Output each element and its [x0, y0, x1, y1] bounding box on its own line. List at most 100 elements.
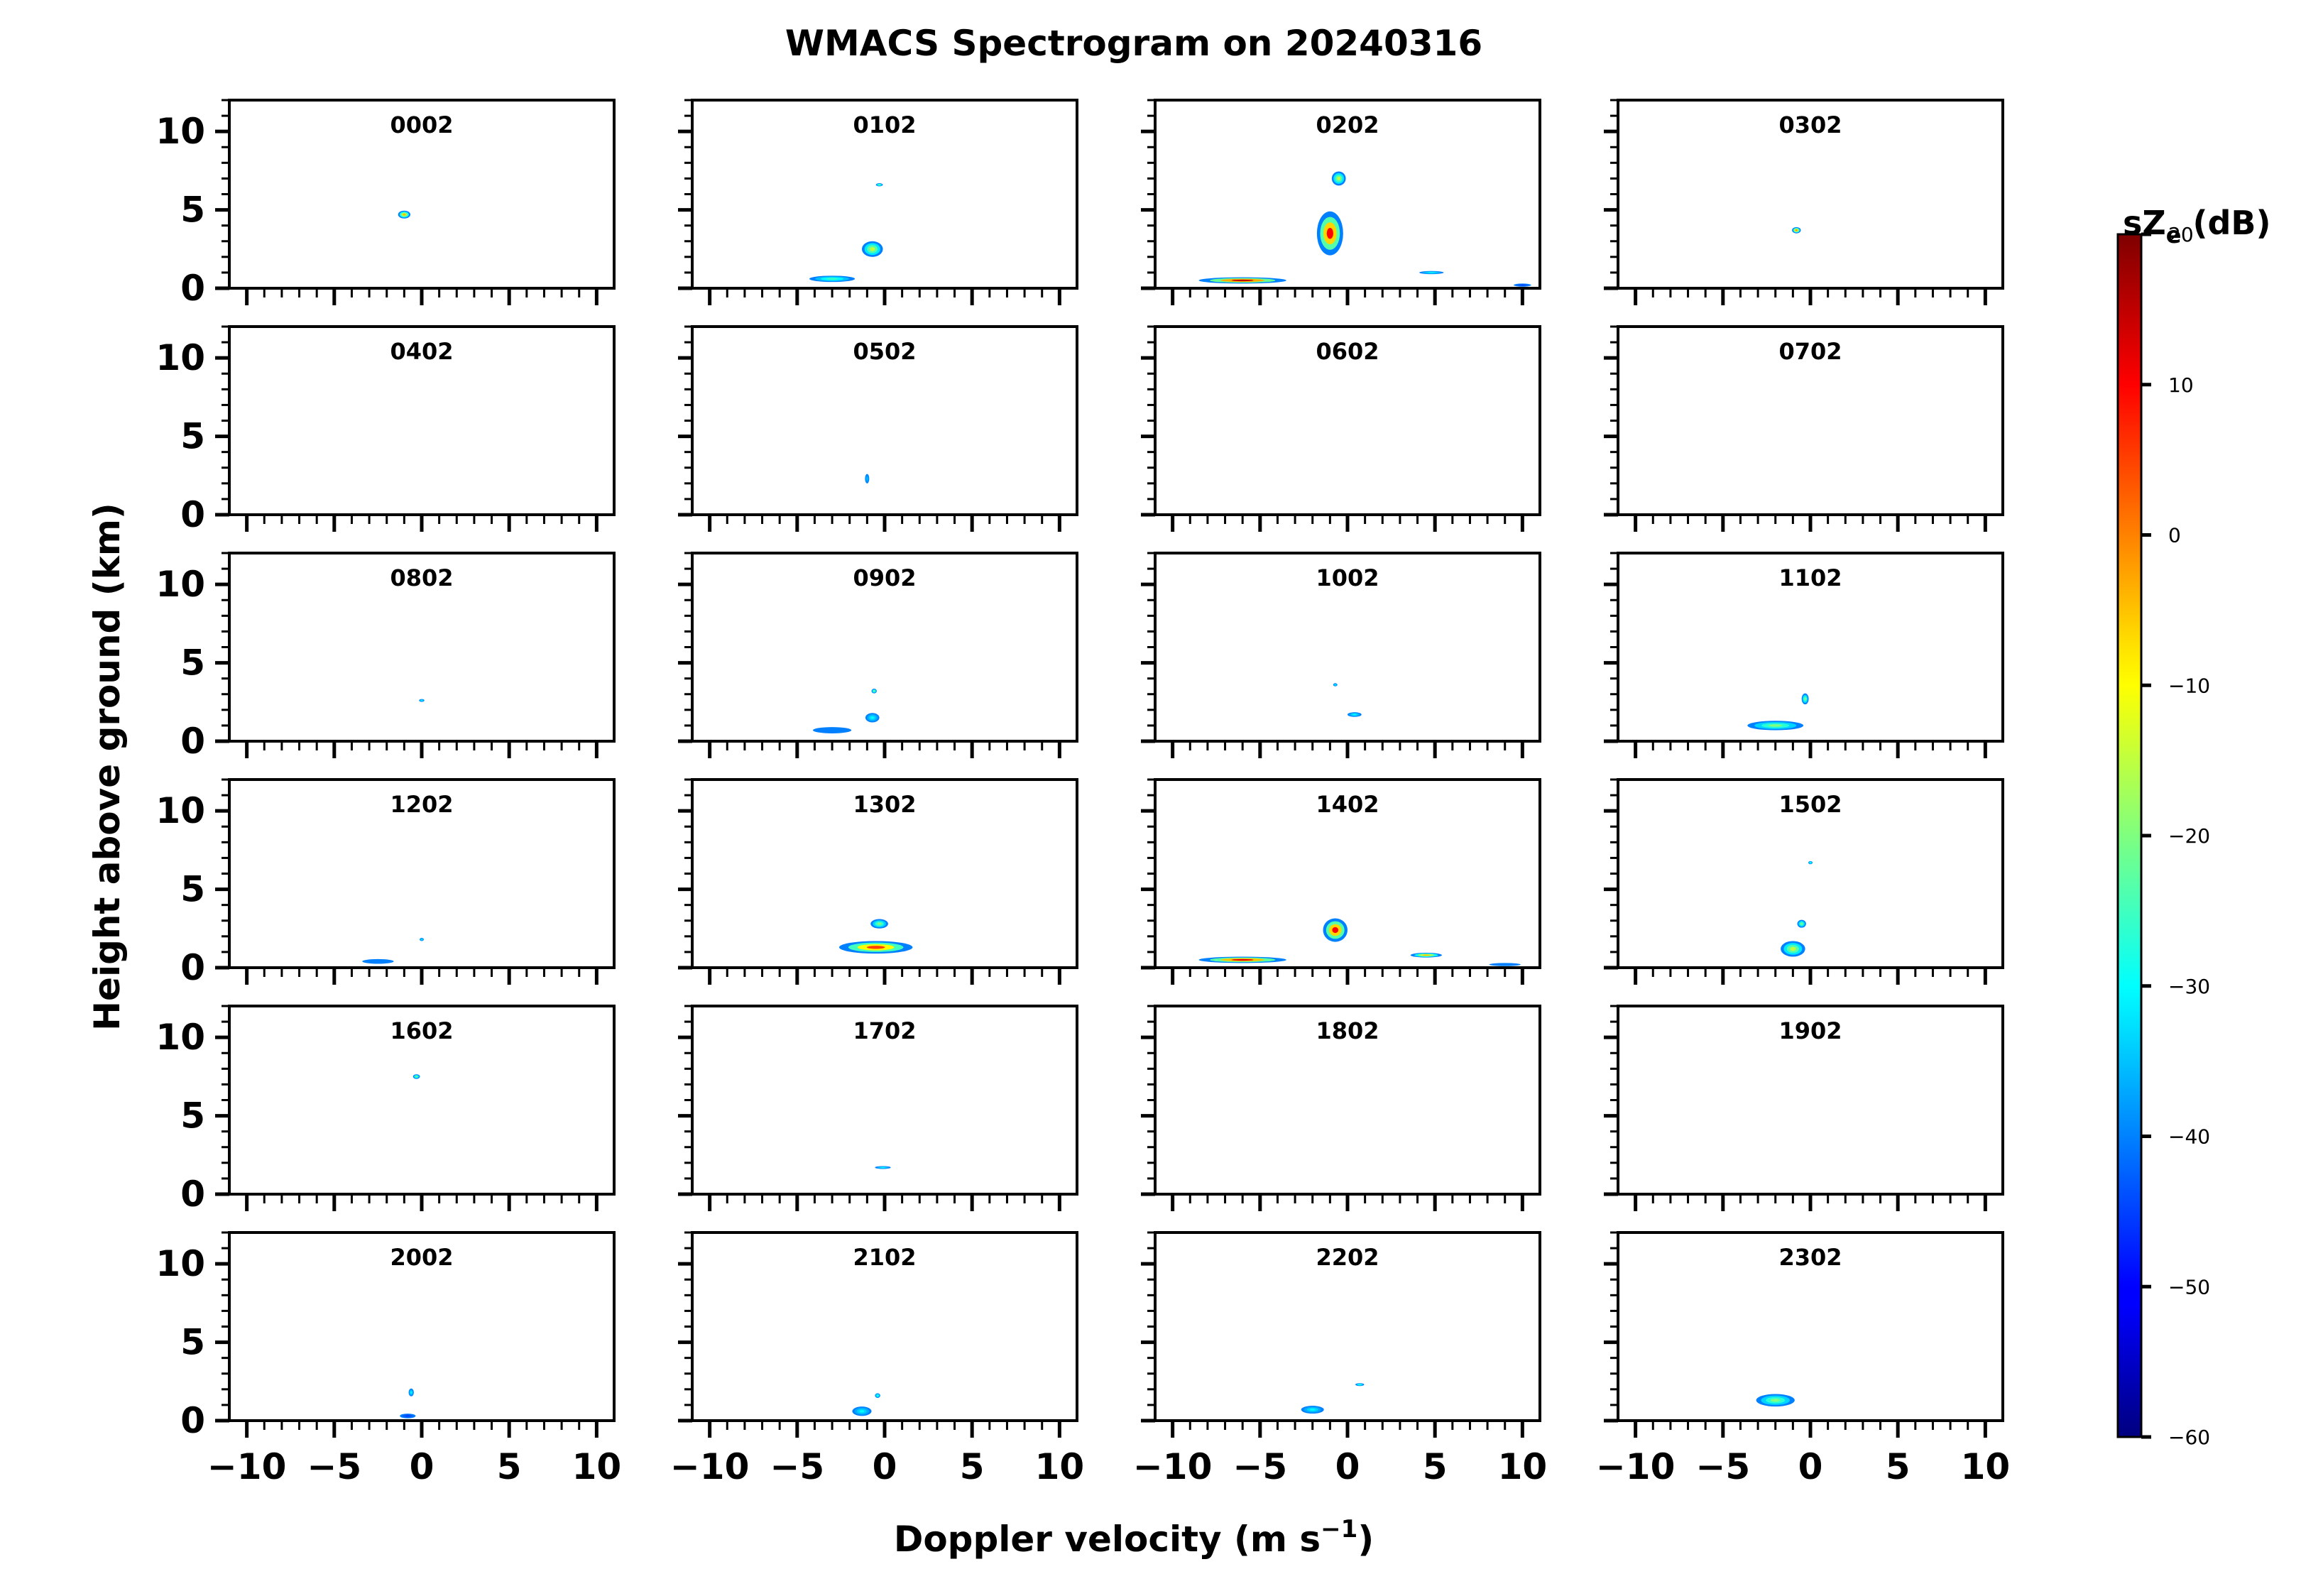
panel-1602: 1602 0 5 10 [155, 1005, 616, 1215]
echo-feature [1352, 714, 1357, 716]
y-tick-label: 5 [180, 190, 205, 231]
panel-time-label: 0202 [1316, 111, 1379, 138]
echo-feature [1810, 862, 1811, 863]
x-axis-label: Doppler velocity (m s−1) [894, 1515, 1374, 1560]
panel-1702: 1702 [678, 1005, 1078, 1211]
echo-feature [866, 946, 885, 949]
echo-feature [1422, 954, 1431, 956]
y-axis-label: Height above ground (km) [87, 503, 128, 1031]
panel-2302: 2302 −10 −5 0 5 10 [1596, 1231, 2010, 1487]
panel-time-label: 0402 [390, 338, 453, 365]
colorbar-tick-label: −50 [2168, 1275, 2210, 1299]
panel-2302-echoes [1756, 1394, 1795, 1407]
panel-time-label: 1702 [853, 1017, 916, 1044]
colorbar-tick-label: −20 [2168, 824, 2210, 848]
panel-time-label: 1602 [390, 1017, 453, 1044]
panel-0702: 0702 [1604, 325, 2004, 532]
echo-feature [1800, 922, 1803, 925]
colorbar-ticks: 20 10 0 −10 −20 −30 −40 −50 −60 [2141, 223, 2210, 1449]
panel-time-label: 2002 [390, 1244, 453, 1271]
colorbar-tick-label: 20 [2168, 223, 2194, 246]
panel-2102: 2102 −10 −5 0 5 10 [670, 1231, 1085, 1487]
echo-feature [826, 278, 838, 280]
colorbar-tick-label: 0 [2168, 524, 2181, 547]
echo-feature [373, 961, 382, 962]
panel-time-label: 1402 [1316, 791, 1379, 818]
echo-feature [1770, 1399, 1781, 1402]
y-tick-label: 0 [180, 494, 205, 535]
x-tick-label: −5 [770, 1446, 824, 1487]
echo-feature [421, 700, 422, 701]
panel-2202-echoes [1301, 1383, 1365, 1414]
panel-1402-echoes [1198, 918, 1521, 966]
colorbar: 20 10 0 −10 −20 −30 −40 −50 −60 sZe (dB) [2116, 204, 2271, 1449]
x-tick-label: −5 [1233, 1446, 1287, 1487]
panel-0302: 0302 [1604, 99, 2004, 305]
colorbar-label-unit: (dB) [2181, 204, 2270, 242]
panel-time-label: 0602 [1316, 338, 1379, 365]
panel-0102: 0102 [678, 99, 1078, 305]
panel-0002: 0002 0 5 10 [155, 99, 616, 309]
x-tick-label: 0 [1798, 1446, 1823, 1487]
panel-0202-echoes [1198, 171, 1531, 287]
echo-feature [1501, 964, 1509, 966]
x-tick-label: −10 [1596, 1446, 1675, 1487]
panel-2002: 2002 0 5 10 −10 −5 0 5 10 [155, 1231, 621, 1487]
y-tick-label: 10 [155, 790, 205, 831]
y-tick-label: 5 [180, 1322, 205, 1363]
echo-feature [1309, 1409, 1316, 1411]
panel-time-label: 1102 [1778, 564, 1842, 591]
colorbar-gradient [2116, 233, 2143, 1438]
echo-feature [421, 939, 422, 940]
panel-time-label: 2102 [853, 1244, 916, 1271]
panel-time-label: 1902 [1778, 1017, 1842, 1044]
x-tick-label: −5 [1695, 1446, 1750, 1487]
panel-1102: 1102 [1604, 552, 2004, 758]
echo-feature [1332, 927, 1339, 934]
echo-feature [1795, 229, 1798, 231]
panel-time-label: 0002 [390, 111, 453, 138]
echo-feature [1231, 279, 1254, 282]
colorbar-tick-label: −30 [2168, 975, 2210, 998]
panel-0802-echoes [419, 699, 425, 702]
echo-feature [859, 1410, 865, 1413]
x-tick-label: 10 [1035, 1446, 1085, 1487]
panel-time-label: 1502 [1778, 791, 1842, 818]
x-tick-label: 5 [960, 1446, 985, 1487]
x-tick-label: 5 [497, 1446, 522, 1487]
echo-feature [880, 1166, 885, 1168]
echo-feature [1428, 272, 1435, 273]
colorbar-tick-label: −40 [2168, 1125, 2210, 1149]
panel-2102-echoes [852, 1393, 880, 1416]
echo-feature [870, 247, 875, 251]
y-tick-label: 5 [180, 1095, 205, 1137]
echo-feature [405, 1415, 410, 1417]
x-tick-label: 0 [410, 1446, 434, 1487]
panel-time-label: 0702 [1778, 338, 1842, 365]
echo-feature [403, 213, 406, 216]
panel-0502-echoes [865, 474, 870, 483]
echo-feature [1326, 227, 1333, 239]
panel-1202: 1202 0 5 10 [155, 778, 616, 988]
panel-time-label: 0802 [390, 564, 453, 591]
y-tick-label: 5 [180, 416, 205, 457]
echo-feature [1335, 684, 1336, 686]
panel-1702-echoes [875, 1166, 891, 1169]
echo-feature [410, 1391, 412, 1394]
y-tick-label: 0 [180, 1400, 205, 1441]
panel-0302-echoes [1792, 226, 1801, 234]
x-axis-label-main: Doppler velocity (m s [894, 1519, 1321, 1560]
y-tick-label: 5 [180, 869, 205, 910]
panel-1502-echoes [1781, 860, 1813, 957]
echo-feature [873, 690, 875, 692]
echo-feature [1768, 724, 1783, 727]
panel-time-label: 0902 [853, 564, 916, 591]
y-tick-label: 5 [180, 643, 205, 684]
panel-1002-echoes [1333, 683, 1362, 717]
y-tick-label: 10 [155, 1017, 205, 1058]
panel-time-label: 1002 [1316, 564, 1379, 591]
y-tick-label: 10 [155, 1243, 205, 1284]
x-tick-label: 5 [1423, 1446, 1448, 1487]
